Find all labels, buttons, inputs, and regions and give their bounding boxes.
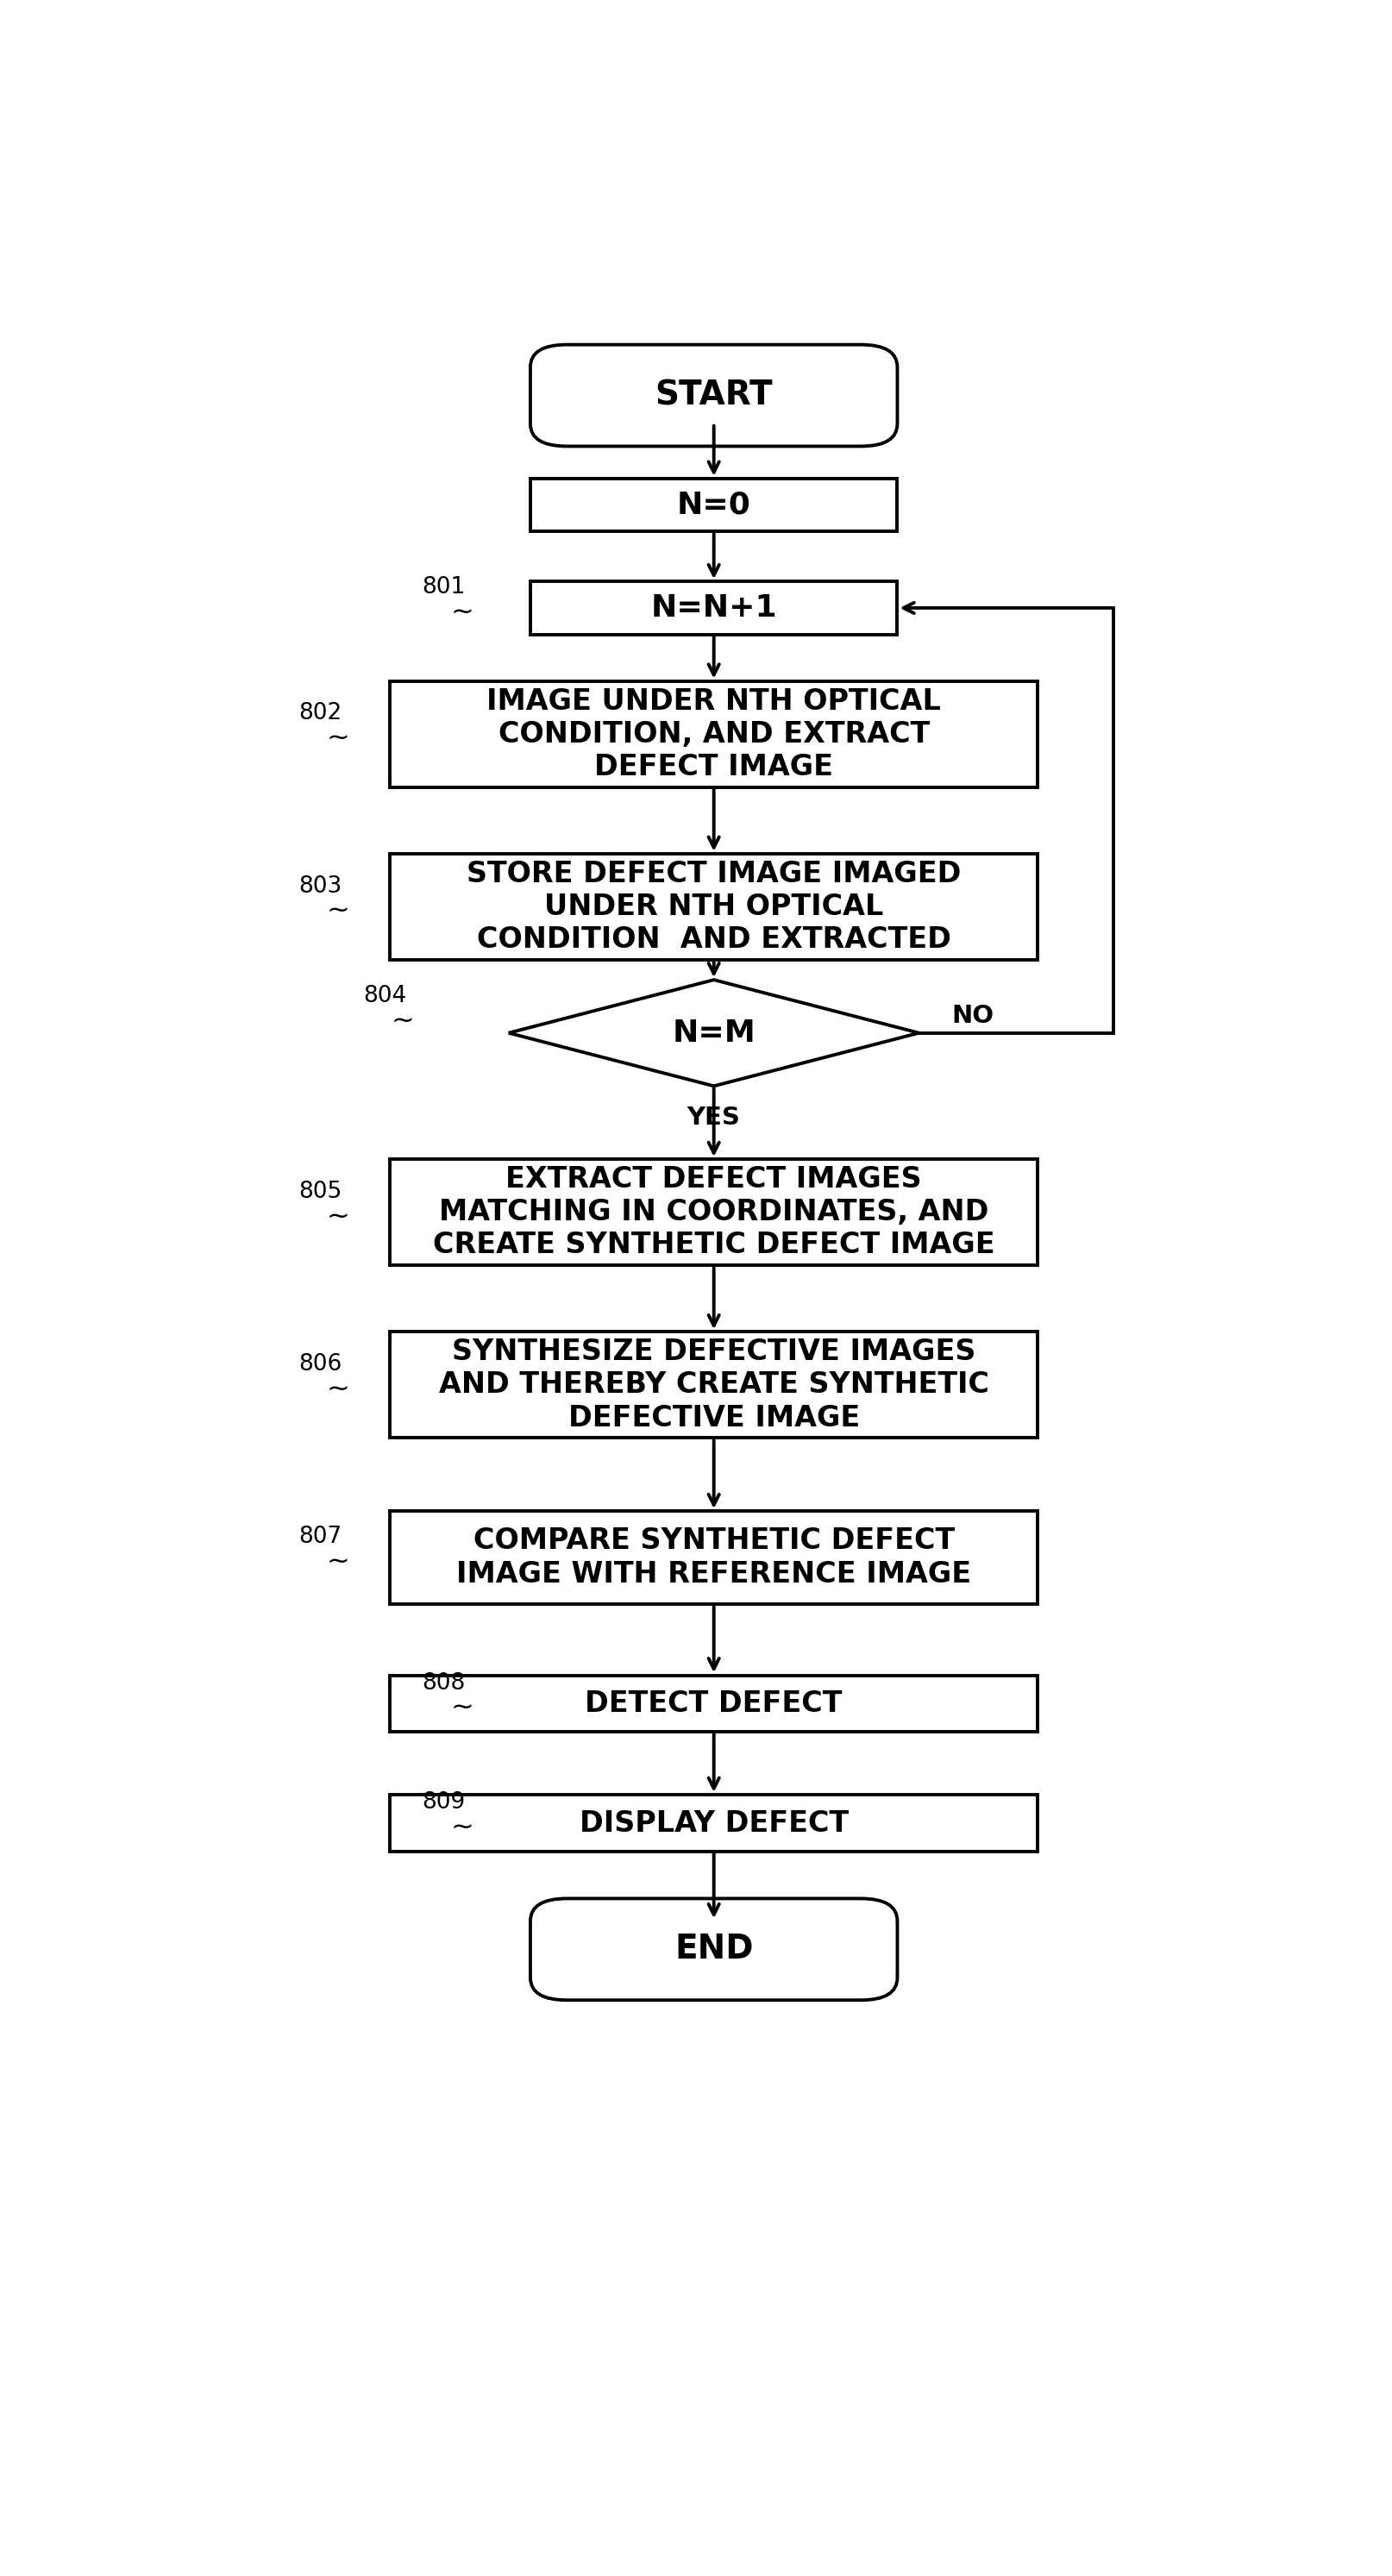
Text: 808: 808 — [422, 1672, 465, 1695]
Bar — [390, 1159, 1037, 1265]
Bar — [390, 1674, 1037, 1731]
Text: EXTRACT DEFECT IMAGES
MATCHING IN COORDINATES, AND
CREATE SYNTHETIC DEFECT IMAGE: EXTRACT DEFECT IMAGES MATCHING IN COORDI… — [433, 1164, 994, 1260]
Bar — [390, 853, 1037, 961]
Text: END: END — [674, 1932, 753, 1965]
Bar — [390, 1512, 1037, 1605]
Bar — [390, 1332, 1037, 1437]
Bar — [390, 1795, 1037, 1852]
Text: START: START — [654, 379, 773, 412]
FancyBboxPatch shape — [530, 345, 896, 446]
Polygon shape — [508, 979, 919, 1087]
Text: N=0: N=0 — [677, 489, 750, 520]
Text: NO: NO — [951, 1005, 992, 1028]
Bar — [390, 680, 1037, 788]
Text: STORE DEFECT IMAGE IMAGED
UNDER NTH OPTICAL
CONDITION  AND EXTRACTED: STORE DEFECT IMAGE IMAGED UNDER NTH OPTI… — [466, 860, 960, 953]
Text: 809: 809 — [422, 1790, 465, 1814]
Text: 807: 807 — [298, 1525, 341, 1548]
Text: ~: ~ — [326, 1376, 349, 1404]
FancyBboxPatch shape — [530, 1899, 896, 1999]
Text: ~: ~ — [391, 1007, 413, 1036]
Text: IMAGE UNDER NTH OPTICAL
CONDITION, AND EXTRACT
DEFECT IMAGE: IMAGE UNDER NTH OPTICAL CONDITION, AND E… — [486, 688, 941, 781]
Text: ~: ~ — [326, 899, 349, 925]
Text: ~: ~ — [450, 1816, 473, 1842]
Text: YES: YES — [686, 1105, 741, 1131]
Text: COMPARE SYNTHETIC DEFECT
IMAGE WITH REFERENCE IMAGE: COMPARE SYNTHETIC DEFECT IMAGE WITH REFE… — [457, 1528, 970, 1589]
Text: 804: 804 — [363, 984, 406, 1007]
Text: ~: ~ — [326, 726, 349, 752]
Text: ~: ~ — [326, 1203, 349, 1231]
Text: 801: 801 — [422, 577, 465, 598]
Bar — [530, 582, 896, 634]
Text: ~: ~ — [326, 1551, 349, 1577]
Text: DISPLAY DEFECT: DISPLAY DEFECT — [579, 1808, 848, 1837]
Text: DETECT DEFECT: DETECT DEFECT — [585, 1690, 842, 1718]
Text: ~: ~ — [450, 1695, 473, 1723]
Text: ~: ~ — [450, 600, 473, 626]
Text: 802: 802 — [298, 703, 341, 724]
Text: 803: 803 — [298, 876, 341, 896]
Text: 806: 806 — [298, 1352, 341, 1376]
Text: SYNTHESIZE DEFECTIVE IMAGES
AND THEREBY CREATE SYNTHETIC
DEFECTIVE IMAGE: SYNTHESIZE DEFECTIVE IMAGES AND THEREBY … — [438, 1337, 988, 1432]
Text: N=M: N=M — [672, 1018, 754, 1048]
Text: 805: 805 — [298, 1180, 341, 1203]
Text: N=N+1: N=N+1 — [650, 592, 777, 623]
Bar — [530, 479, 896, 531]
